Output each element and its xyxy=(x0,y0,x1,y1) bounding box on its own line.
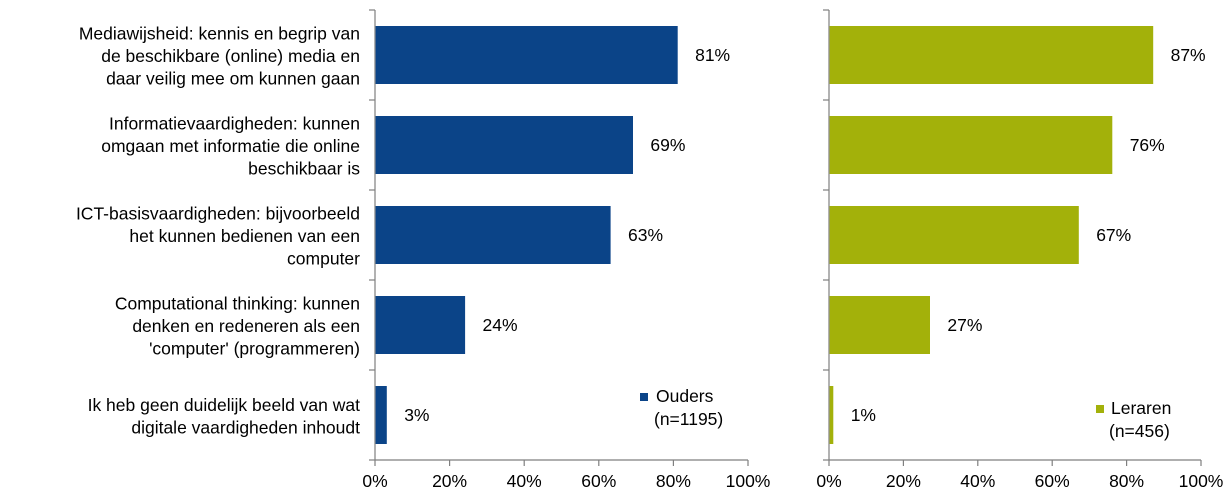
ouders-data-label: 24% xyxy=(483,315,518,335)
category-label-line: ICT-basisvaardigheden: bijvoorbeeld xyxy=(76,204,360,224)
category-label-line: Ik heb geen duidelijk beeld van wat xyxy=(88,395,361,415)
category-label: ICT-basisvaardigheden: bijvoorbeeld het k… xyxy=(76,204,360,269)
category-label-line: denken en redeneren als een xyxy=(132,316,360,336)
ouders-bar xyxy=(375,116,633,174)
leraren-x-tick-label: 80% xyxy=(1109,471,1144,491)
legend-label-line: (n=456) xyxy=(1109,421,1170,441)
ouders-x-tick-label: 60% xyxy=(581,471,616,491)
ouders-x-tick-label: 0% xyxy=(362,471,387,491)
category-label: Ik heb geen duidelijk beeld van wat digit… xyxy=(88,395,361,438)
category-label: Computational thinking: kunnen denken en … xyxy=(115,294,360,359)
ouders-chart: 0% 20% 40% 60% 80% 100% 81% 69% 63% 24% 3% Ouders (n… xyxy=(362,9,771,491)
category-label-line: 'computer' (programmeren) xyxy=(149,339,360,359)
leraren-legend-swatch xyxy=(1096,405,1104,413)
leraren-data-label: 67% xyxy=(1096,225,1131,245)
ouders-bar xyxy=(375,296,466,354)
category-label-line: digitale vaardigheden inhoudt xyxy=(131,417,360,437)
leraren-x-tick-label: 40% xyxy=(960,471,995,491)
leraren-bar xyxy=(829,26,1154,84)
ouders-bar xyxy=(375,386,387,444)
leraren-data-label: 1% xyxy=(851,405,876,425)
ouders-data-label: 69% xyxy=(650,135,685,155)
ouders-data-label: 63% xyxy=(628,225,663,245)
leraren-x-tick-label: 60% xyxy=(1035,471,1070,491)
leraren-data-label: 76% xyxy=(1130,135,1165,155)
ouders-data-label: 81% xyxy=(695,45,730,65)
category-label-line: beschikbaar is xyxy=(248,159,360,179)
ouders-legend: Ouders (n=1195) xyxy=(640,386,723,429)
ouders-bar xyxy=(375,206,611,264)
leraren-chart: 0% 20% 40% 60% 80% 100% 87% 76% 67% 27% 1% Leraren (… xyxy=(816,9,1224,491)
category-labels: Mediawijsheid: kennis en begrip van de be… xyxy=(76,24,360,438)
category-label-line: omgaan met informatie die online xyxy=(101,136,360,156)
ouders-legend-label: Ouders (n=1195) xyxy=(654,386,723,429)
ouders-bar xyxy=(375,26,678,84)
ouders-x-tick-label: 20% xyxy=(432,471,467,491)
category-label-line: Mediawijsheid: kennis en begrip van xyxy=(79,24,360,44)
category-label-line: computer xyxy=(287,249,360,269)
leraren-bar xyxy=(829,386,834,444)
category-label: Mediawijsheid: kennis en begrip van de be… xyxy=(79,24,360,89)
leraren-bar xyxy=(829,206,1079,264)
ouders-data-label: 3% xyxy=(404,405,429,425)
category-label: Informatievaardigheden: kunnen omgaan met… xyxy=(101,114,360,179)
legend-label-line: Ouders xyxy=(656,386,714,406)
category-label-line: Computational thinking: kunnen xyxy=(115,294,360,314)
leraren-legend: Leraren (n=456) xyxy=(1096,398,1171,441)
ouders-x-tick-label: 40% xyxy=(507,471,542,491)
leraren-data-label: 27% xyxy=(947,315,982,335)
leraren-bar xyxy=(829,116,1113,174)
category-label-line: de beschikbare (online) media en xyxy=(101,46,360,66)
leraren-x-tick-label: 0% xyxy=(816,471,841,491)
legend-label-line: (n=1195) xyxy=(654,409,723,429)
category-label-line: Informatievaardigheden: kunnen xyxy=(109,114,360,134)
leraren-data-label: 87% xyxy=(1171,45,1206,65)
ouders-x-tick-label: 100% xyxy=(726,471,771,491)
leraren-x-tick-label: 20% xyxy=(886,471,921,491)
leraren-bar xyxy=(829,296,930,354)
leraren-x-tick-label: 100% xyxy=(1179,471,1224,491)
category-label-line: het kunnen bedienen van een xyxy=(129,226,360,246)
ouders-legend-swatch xyxy=(640,393,648,401)
leraren-legend-label: Leraren (n=456) xyxy=(1109,398,1171,441)
category-label-line: daar veilig mee om kunnen gaan xyxy=(106,69,360,89)
legend-label-line: Leraren xyxy=(1111,398,1171,418)
ouders-x-tick-label: 80% xyxy=(656,471,691,491)
